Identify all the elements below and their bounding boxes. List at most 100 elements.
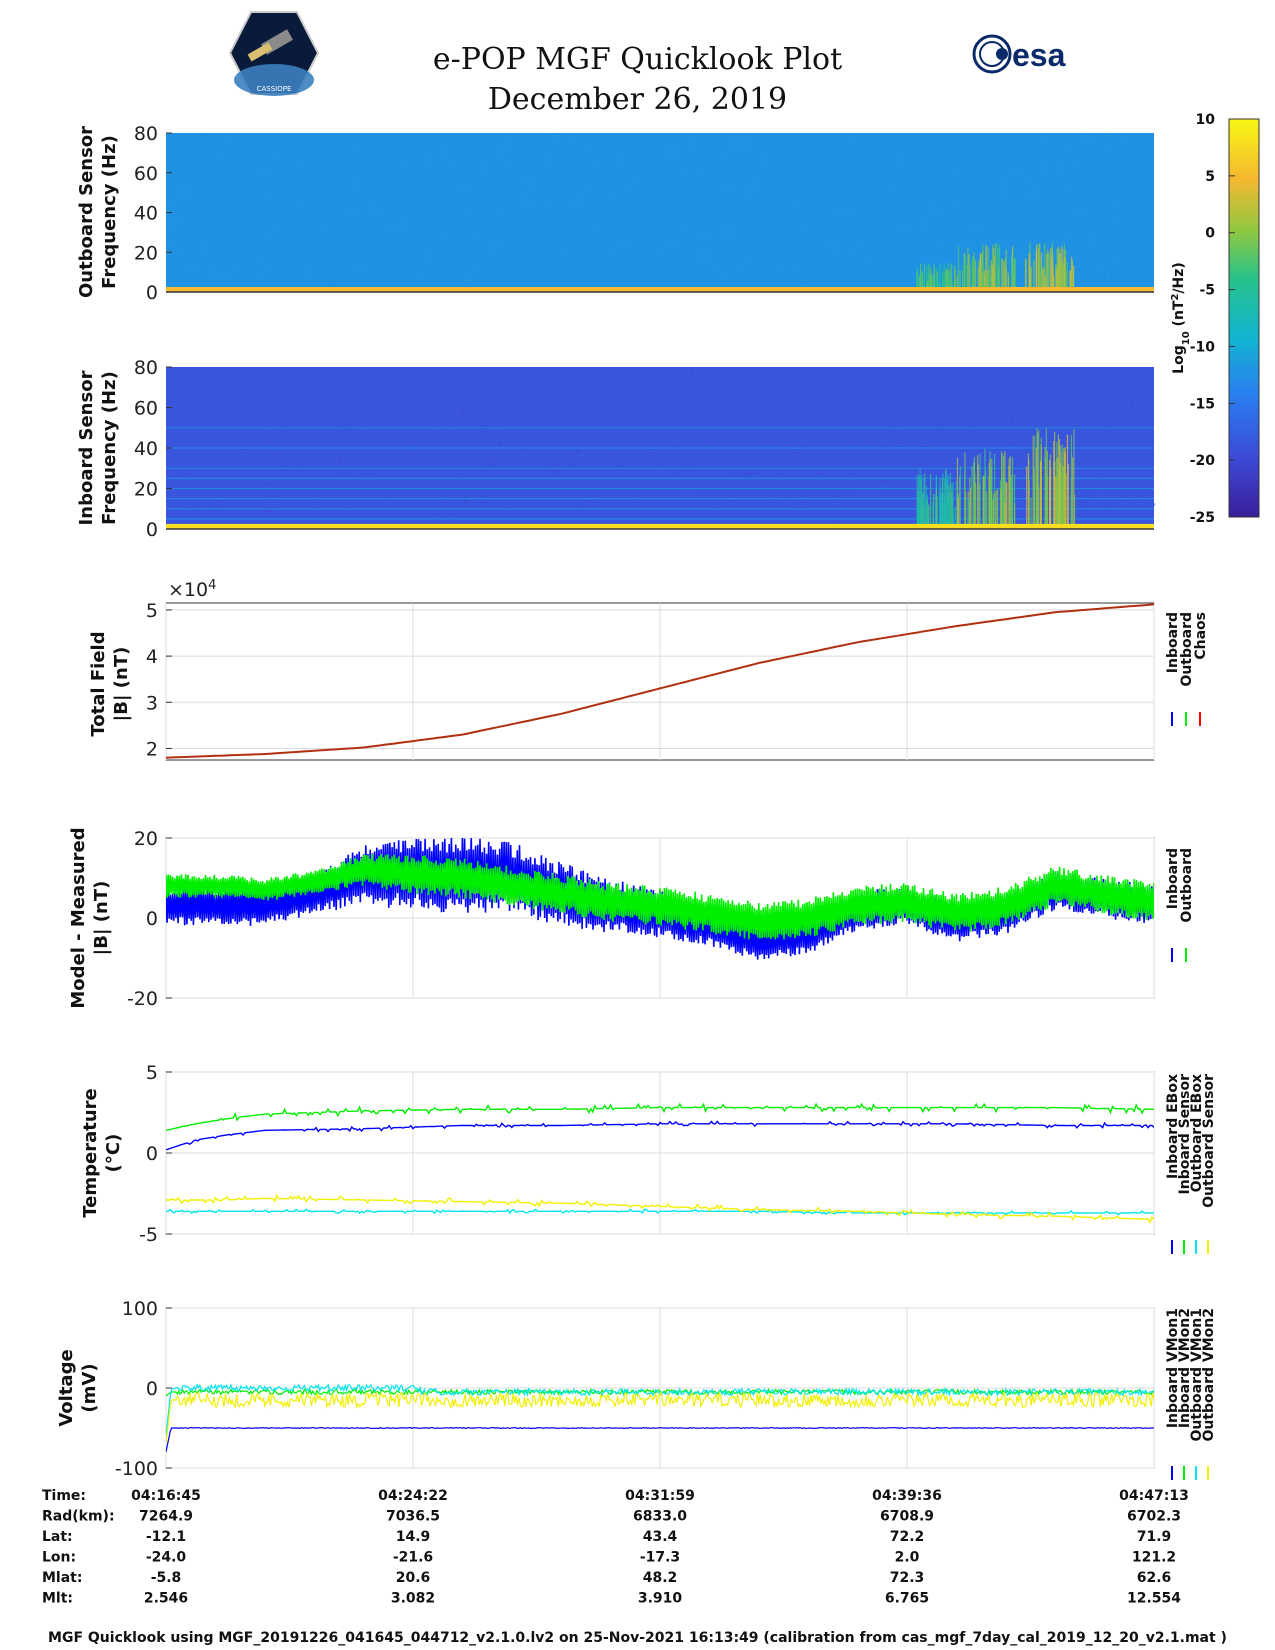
spectrogram-noise-mark — [938, 242, 941, 245]
total-field-grid — [165, 603, 1155, 760]
spectrogram-noise-mark — [748, 191, 751, 194]
spectrogram-noise-mark — [441, 475, 444, 478]
spectrogram-ytick-label: 60 — [134, 163, 158, 185]
spectrogram-noise-mark — [564, 384, 566, 387]
plot-date: December 26, 2019 — [487, 82, 788, 117]
spectrogram-noise-mark — [1016, 430, 1019, 433]
spectrogram-noise-mark — [757, 182, 760, 185]
spectrogram-noise-mark — [1092, 367, 1095, 369]
spectrogram-low-band — [166, 287, 1154, 292]
spectrogram-noise-mark — [691, 143, 694, 146]
spectrogram-noise-mark — [1046, 411, 1049, 414]
spectrogram-noise-mark — [852, 263, 855, 266]
spectrogram-noise-mark — [1066, 146, 1069, 149]
spectrogram-noise-mark — [405, 484, 408, 487]
orbit-value: 121.2 — [1132, 1550, 1176, 1566]
ytick-label: 5 — [146, 1062, 158, 1084]
spectrogram-noise-mark — [1110, 413, 1113, 416]
spectrogram-ytick-label: 20 — [134, 242, 158, 264]
spectrogram-noise-mark — [1105, 159, 1108, 162]
spectrogram-noise-mark — [728, 220, 730, 222]
spectrogram-noise-mark — [1097, 264, 1100, 266]
spectrogram-noise-mark — [579, 479, 582, 482]
spectrogram-noise-mark — [183, 191, 186, 194]
spectrogram-noise-mark — [997, 513, 1000, 516]
spectrogram-noise-mark — [370, 412, 373, 415]
spectrogram-noise-mark — [625, 190, 628, 193]
spectrogram-noise-mark — [1132, 407, 1134, 410]
spectrogram-noise-mark — [727, 231, 729, 233]
spectrogram-noise-mark — [185, 474, 188, 476]
spectrogram-noise-mark — [747, 490, 750, 493]
spectrogram-noise-mark — [565, 140, 568, 143]
voltage-panel: 100 0 -100 Voltage (mV) Inboard VMon1Inboa… — [56, 1298, 1217, 1480]
spectrogram-noise-mark — [666, 373, 669, 376]
spectrogram-noise-mark — [483, 210, 486, 213]
voltage-line — [166, 1387, 1154, 1397]
ytick-label: 0 — [146, 1378, 158, 1400]
spectrogram-noise-mark — [588, 261, 591, 264]
ytick-label: 100 — [122, 1298, 158, 1320]
spectrogram-noise-mark — [215, 503, 217, 506]
spectrogram-noise-mark — [1031, 231, 1034, 234]
spectrogram-noise-mark — [1075, 505, 1078, 507]
spectrogram-noise-mark — [326, 195, 329, 198]
spectrogram-noise-mark — [530, 267, 533, 270]
spectrogram-noise-mark — [168, 154, 171, 156]
spectrogram-noise-mark — [501, 277, 504, 280]
spectrogram-noise-mark — [272, 502, 275, 505]
spectrogram-noise-mark — [401, 475, 404, 478]
spectrogram-noise-mark — [635, 212, 638, 215]
spectrogram-noise-mark — [194, 164, 197, 167]
spectrogram-noise-mark — [211, 381, 214, 384]
spectrogram-noise-mark — [1030, 188, 1033, 191]
spectrogram-noise-mark — [332, 196, 335, 198]
legend-label: Inboard EBox — [1165, 1074, 1181, 1179]
spectrogram-noise-mark — [731, 499, 734, 502]
inboard-spectrogram-axis: 80 60 40 20 0 — [134, 357, 1154, 541]
spectrogram-noise-mark — [269, 267, 272, 270]
outboard-residual-line — [166, 854, 1154, 940]
spectrogram-noise-mark — [484, 468, 487, 471]
spectrogram-noise-mark — [429, 158, 431, 161]
total-field-axis: 5 4 3 2 — [146, 600, 172, 760]
spectrogram-noise-mark — [670, 392, 673, 395]
spectrogram-noise-mark — [953, 172, 956, 175]
spectrogram-noise-mark — [636, 519, 639, 522]
spectrogram-noise-mark — [442, 149, 445, 152]
spectrogram-noise-mark — [268, 483, 271, 486]
orbit-row-label: Lon: — [42, 1550, 76, 1566]
spectrogram-noise-mark — [582, 521, 585, 524]
spectrogram-noise-mark — [501, 207, 504, 210]
spectrogram-noise-mark — [908, 463, 911, 466]
spectrogram-noise-mark — [823, 210, 825, 213]
spectrogram-noise-mark — [677, 440, 680, 443]
orbit-row-label: Mlt: — [42, 1591, 73, 1607]
spectrogram-noise-mark — [727, 186, 730, 189]
spectrogram-noise-mark — [496, 275, 498, 278]
spectrogram-noise-mark — [890, 139, 893, 142]
spectrogram-noise-mark — [1099, 191, 1102, 194]
esa-logo-text: esa — [1012, 37, 1066, 73]
spectrogram-noise-mark — [677, 409, 680, 412]
voltage-ylabel-2: (mV) — [79, 1363, 100, 1412]
spectrogram-noise-mark — [1056, 165, 1059, 168]
legend-label: Inboard VMon1 — [1165, 1308, 1181, 1428]
spectrogram-noise-mark — [405, 160, 408, 163]
spectrogram-noise-mark — [853, 141, 856, 144]
spectrogram-noise-mark — [372, 213, 374, 216]
spectrogram-ytick-label: 0 — [146, 519, 158, 541]
spectrogram-noise-mark — [201, 248, 204, 251]
spectrogram-noise-mark — [442, 233, 445, 236]
spectrogram-noise-mark — [330, 237, 333, 240]
spectrogram-noise-mark — [349, 474, 352, 477]
spectrogram-noise-mark — [420, 272, 423, 275]
spectrogram-noise-mark — [515, 173, 518, 176]
orbit-table: Time: Rad(km): Lat: Lon: Mlat: Mlt: 04:16:45 72… — [42, 1488, 1189, 1607]
spectrogram-noise-mark — [929, 414, 932, 417]
spectrogram-noise-mark — [223, 144, 225, 147]
spectrogram-noise-mark — [1101, 471, 1103, 474]
spectrogram-noise-mark — [423, 414, 426, 416]
